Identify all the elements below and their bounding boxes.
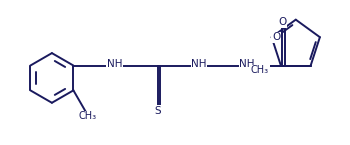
Text: CH₃: CH₃ [251, 65, 269, 75]
Text: CH₃: CH₃ [79, 111, 97, 121]
Text: O: O [278, 17, 287, 27]
Text: O: O [272, 32, 280, 42]
Text: NH: NH [191, 59, 207, 69]
Text: NH: NH [107, 59, 122, 69]
Text: S: S [155, 106, 161, 116]
Text: NH: NH [239, 59, 254, 69]
